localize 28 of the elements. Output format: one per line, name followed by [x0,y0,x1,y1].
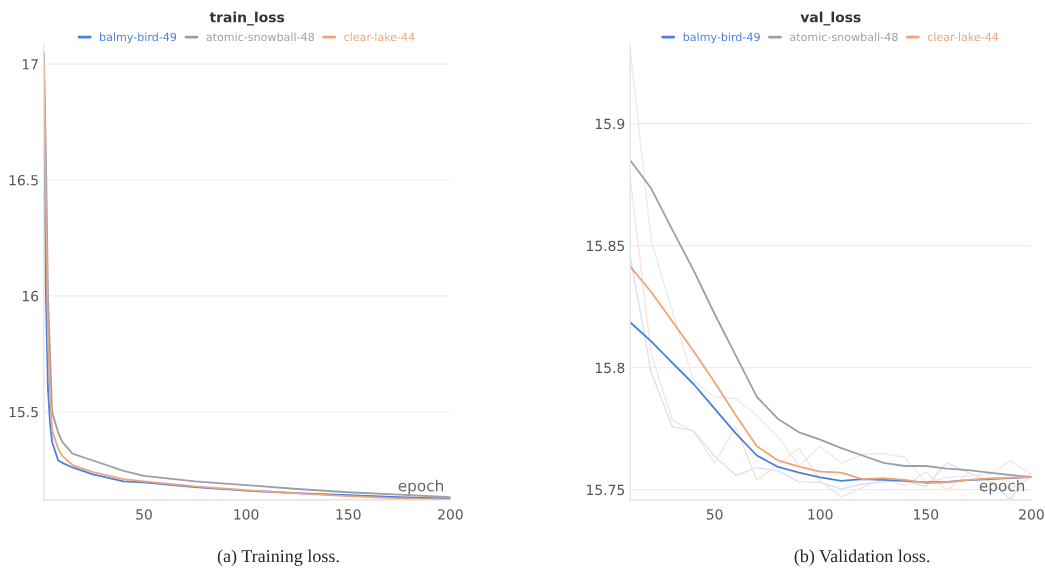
legend-label: clear-lake-44 [344,32,415,42]
x-tick-label: 150 [914,509,939,520]
x-tick-label: 100 [808,509,833,520]
y-tick-label: 15.8 [595,362,625,374]
x-tick-label: 200 [1019,509,1044,520]
text: (a) Training loss. [217,549,339,566]
legend-label: clear-lake-44 [927,32,999,42]
text: (b) Validation loss. [794,549,930,566]
y-tick-label: 16.5 [9,174,38,186]
y-tick-label: 15.85 [587,240,625,252]
y-tick-label: 17 [22,59,38,70]
x-tick-label: 50 [136,509,152,520]
legend-label: balmy-bird-49 [100,32,177,44]
y-tick-label: 15.75 [587,484,625,496]
legend-label: balmy-bird-49 [683,32,760,44]
legend-label: atomic-snowball-48 [790,32,898,42]
y-tick-label: 16 [22,290,39,302]
legend-label: atomic-snowball-48 [206,32,314,42]
chart-title: train_loss [209,11,285,26]
y-tick-label: 15.5 [9,406,38,418]
x-tick-label: 150 [336,509,361,520]
x-tick-label: 100 [234,509,259,520]
x-tick-label: 50 [706,509,723,520]
x-axis-title: epoch [398,479,443,495]
chart-title: val_loss [800,11,861,26]
x-axis-title: epoch [979,479,1025,495]
x-tick-label: 200 [438,509,463,520]
y-tick-label: 15.9 [595,118,625,130]
